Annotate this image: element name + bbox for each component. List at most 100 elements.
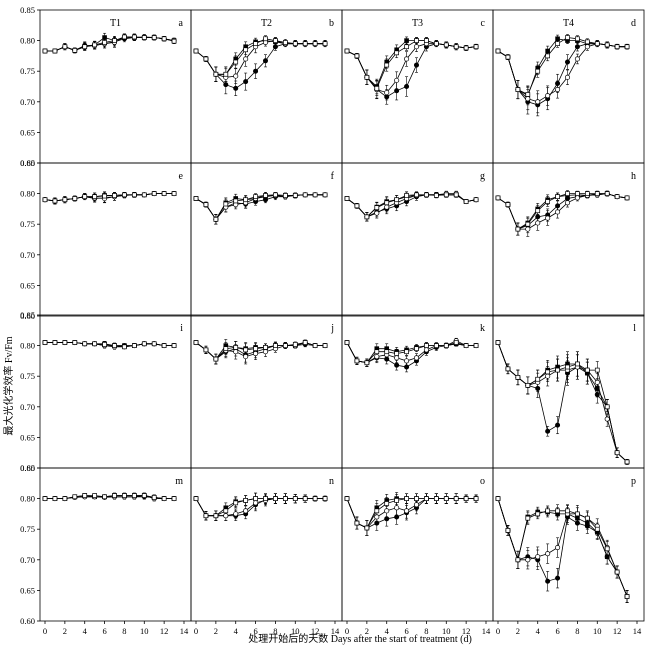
point-open-circle [233,73,239,79]
point-filled-circle [394,88,400,94]
point-open-square [292,496,298,501]
panel-k: k [341,314,494,469]
point-open-square [434,41,439,47]
panel-frame [341,162,494,317]
point-open-square [354,53,360,59]
point-open-square [594,526,600,532]
point-open-square [52,48,58,54]
series-line-0 [497,43,628,106]
point-filled-circle [574,44,580,50]
point-open-circle [384,204,390,210]
point-open-square [141,192,147,198]
point-open-square [141,341,147,347]
x-tick-label: 6 [253,626,257,636]
point-open-square [394,351,399,356]
point-open-square [263,345,268,350]
point-open-square [525,383,531,388]
point-filled-circle [594,392,600,398]
point-filled-circle [535,385,541,391]
series-line-3 [497,193,628,230]
point-open-square [243,498,248,503]
point-open-square [384,501,390,506]
point-open-square [263,193,268,198]
x-tick-label: 10 [593,626,602,636]
x-axis-label: 处理开始后的天数 Days after the start of treatme… [248,632,472,645]
point-open-square [62,197,68,203]
panel-frame [190,9,343,164]
point-open-square [203,513,209,519]
point-open-square [283,40,288,45]
y-tick-label: 0.65 [20,585,35,595]
x-tick-label: 4 [536,626,541,636]
point-open-square [112,343,117,348]
point-open-circle [545,373,551,379]
point-open-circle [584,44,590,50]
point-open-square [535,511,541,517]
panel-frame [341,9,494,164]
point-open-square [424,343,429,348]
y-tick-label: 0.80 [20,494,35,504]
point-open-square [283,496,288,501]
point-open-square [263,36,268,42]
series-line-1 [346,194,477,218]
point-open-square [585,39,590,45]
x-tick-label: 6 [404,626,408,636]
point-open-square [443,42,449,48]
point-open-circle [545,551,551,557]
point-filled-square [575,515,580,521]
point-open-square [374,508,380,514]
x-tick-label: 2 [63,626,67,636]
point-open-square [565,191,570,196]
point-open-square [384,62,390,68]
point-open-square [495,195,501,201]
point-open-square [555,194,560,200]
point-open-square [302,340,308,345]
point-open-square [233,500,239,506]
point-open-square [344,196,350,201]
point-open-square [122,34,127,40]
point-open-square [243,197,248,203]
point-filled-circle [253,68,259,74]
point-open-square [545,199,550,204]
point-open-circle [604,416,610,422]
x-tick-label: 12 [311,626,320,636]
series-line-0 [346,43,477,98]
x-tick-label: 14 [180,626,189,636]
point-filled-circle [555,422,561,428]
panel-title: T4 [563,18,574,29]
y-tick-label: 0.80 [20,36,35,46]
point-open-square [414,346,419,352]
point-open-square [161,343,167,348]
y-tick-label: 0.70 [20,555,35,565]
point-open-square [263,496,268,501]
x-tick-label: 0 [194,626,198,636]
point-open-circle [525,557,531,563]
panel-title: T2 [261,18,272,29]
series-line-0 [346,498,477,529]
panel-frame [341,314,494,469]
point-open-square [193,196,199,201]
panel-i: i [39,314,192,469]
panel-frame [190,162,343,317]
series-line-2 [346,498,477,529]
point-open-square [594,191,600,196]
point-open-square [404,349,409,355]
point-open-square [102,40,107,45]
point-open-square [122,344,127,350]
point-open-square [614,450,620,456]
point-filled-circle [272,44,278,50]
point-open-square [594,367,600,373]
point-open-circle [374,514,380,520]
point-open-square [253,41,258,47]
point-open-square [453,192,459,198]
point-open-square [364,360,370,366]
point-open-square [82,341,88,347]
series-line-1 [195,194,326,221]
point-open-square [322,496,328,501]
point-open-square [424,192,429,198]
point-open-square [92,194,97,200]
y-tick-label: 0.65 [20,280,35,290]
point-open-square [151,341,157,347]
point-open-square [505,54,511,60]
point-open-circle [394,355,400,361]
